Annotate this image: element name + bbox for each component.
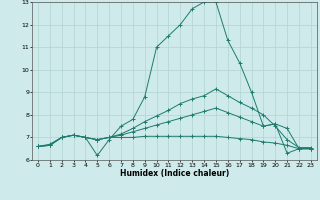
- X-axis label: Humidex (Indice chaleur): Humidex (Indice chaleur): [120, 169, 229, 178]
